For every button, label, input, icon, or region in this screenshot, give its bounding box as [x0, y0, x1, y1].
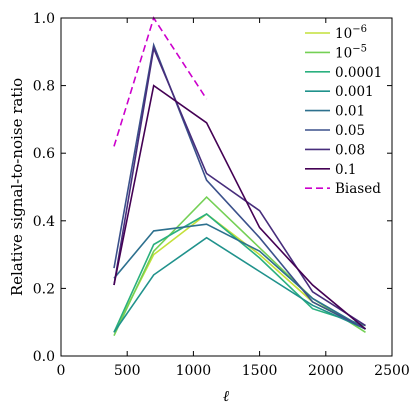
- legend-label-4: 0.01: [335, 104, 365, 120]
- y-tick-label: 0.6: [33, 146, 55, 162]
- y-tick-label: 0.0: [33, 349, 55, 365]
- x-tick-label: 500: [114, 363, 141, 379]
- series-layer: [113, 16, 367, 337]
- x-axis-label: ℓ: [223, 387, 229, 405]
- y-axis-label: Relative signal-to-noise ratio: [8, 78, 26, 296]
- legend-label-exponent: −5: [352, 43, 367, 54]
- legend-label-7: 0.1: [335, 162, 356, 178]
- legend-label-3: 0.001: [335, 84, 374, 100]
- y-tick-label: 0.2: [33, 281, 55, 297]
- x-tick-label: 2000: [308, 363, 344, 379]
- x-tick-label: 1000: [176, 363, 212, 379]
- legend-label-6: 0.08: [335, 142, 365, 158]
- legend-label-5: 0.05: [335, 123, 365, 139]
- plot-frame: [60, 17, 393, 357]
- y-tick-label: 0.8: [33, 79, 55, 95]
- series-line-4: [113, 223, 366, 330]
- y-tick-label: 0.4: [33, 214, 55, 230]
- series-line-5: [113, 42, 366, 330]
- series-line-2: [113, 213, 366, 333]
- x-tick-label: 2500: [374, 363, 410, 379]
- legend-label-exponent: −6: [352, 24, 367, 35]
- y-tick-label: 1.0: [33, 11, 55, 27]
- x-tick-label: 0: [57, 363, 66, 379]
- legend-label-8: Biased: [335, 181, 381, 197]
- series-line-6: [113, 45, 366, 327]
- series-line-3: [113, 236, 366, 333]
- x-tick-label: 1500: [242, 363, 278, 379]
- series-line-7: [113, 84, 367, 330]
- tick-layer: 0 500 1000 1500 2000 2500 0.0 0.2 0.4 0.6 0.8 1.0: [33, 11, 410, 379]
- legend-label-2: 0.0001: [335, 65, 382, 81]
